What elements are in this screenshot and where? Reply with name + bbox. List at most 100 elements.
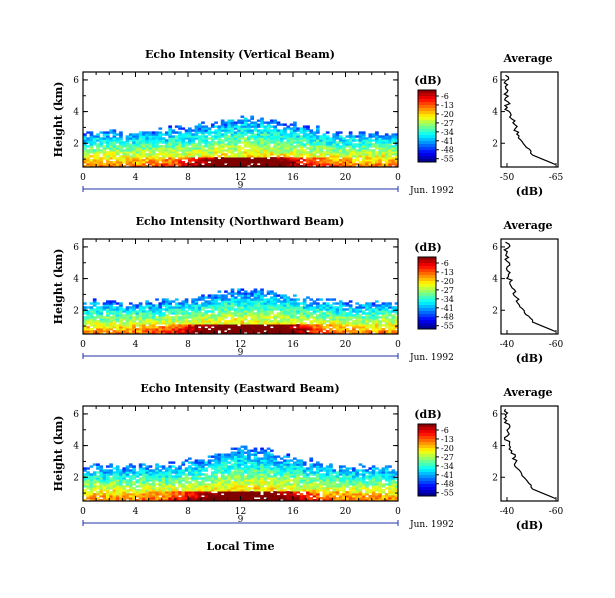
heatmap-cell xyxy=(220,481,225,484)
heatmap-cell xyxy=(309,302,314,305)
heatmap-cell xyxy=(155,489,159,492)
heatmap-cell xyxy=(263,135,268,138)
heatmap-cell xyxy=(332,469,337,472)
heatmap-cell xyxy=(204,479,209,482)
heatmap-cell xyxy=(224,149,228,152)
heatmap-cell xyxy=(345,491,350,494)
heatmap-cell xyxy=(142,332,146,335)
heatmap-cell xyxy=(99,326,104,329)
heatmap-cell xyxy=(145,139,150,142)
heatmap-cell xyxy=(365,312,369,315)
heatmap-cell xyxy=(243,479,248,482)
heatmap-cell xyxy=(319,477,323,480)
heatmap-cell xyxy=(171,489,176,492)
heatmap-cell xyxy=(256,457,261,460)
heatmap-cell xyxy=(302,471,307,474)
heatmap-cell xyxy=(165,316,169,319)
heatmap-cell xyxy=(217,302,222,305)
heatmap-cell xyxy=(276,139,281,142)
heatmap-cell xyxy=(89,491,94,494)
heatmap-cell xyxy=(230,292,235,295)
heatmap-cell xyxy=(224,322,228,325)
heatmap-cell xyxy=(105,473,110,476)
heatmap-cell xyxy=(83,139,87,142)
heatmap-cell xyxy=(329,318,333,321)
heatmap-cell xyxy=(263,302,268,305)
heatmap-cell xyxy=(204,469,209,472)
heatmap-cell xyxy=(214,322,218,325)
heatmap-cell xyxy=(256,300,261,303)
heatmap-cell xyxy=(237,473,241,476)
heatmap-cell xyxy=(365,143,369,146)
heatmap-cell xyxy=(142,324,146,327)
heatmap-cell xyxy=(148,318,153,321)
heatmap-cell xyxy=(184,157,189,160)
heatmap-cell xyxy=(119,159,123,162)
heatmap-cell xyxy=(315,477,320,480)
heatmap-cell xyxy=(148,487,153,490)
heatmap-cell xyxy=(217,139,222,142)
heatmap-cell xyxy=(119,471,123,474)
heatmap-cell xyxy=(142,481,146,484)
heatmap-cell xyxy=(266,461,271,464)
heatmap-cell xyxy=(224,457,228,460)
heatmap-cell xyxy=(345,497,350,500)
heatmap-cell xyxy=(191,298,195,301)
heatmap-cell xyxy=(184,491,189,494)
heatmap-cell xyxy=(184,163,189,166)
heatmap-cell xyxy=(142,326,146,329)
heatmap-cell xyxy=(358,314,363,317)
heatmap-cell xyxy=(119,485,123,488)
heatmap-cell xyxy=(319,489,323,492)
heatmap-cell xyxy=(220,133,225,136)
heatmap-cell xyxy=(181,316,186,319)
heatmap-cell xyxy=(217,453,222,456)
heatmap-cell xyxy=(230,119,235,122)
heatmap-cell xyxy=(247,296,251,299)
heatmap-cell xyxy=(168,320,172,323)
heatmap-cell xyxy=(388,330,392,333)
heatmap-cell xyxy=(276,473,281,476)
heatmap-cell xyxy=(240,300,245,303)
heatmap-cell xyxy=(322,322,327,325)
heatmap-cell xyxy=(184,499,189,502)
heatmap-cell xyxy=(224,328,228,331)
heatmap-cell xyxy=(342,153,346,156)
heatmap-cell xyxy=(151,324,156,327)
heatmap-cell xyxy=(207,316,212,319)
heatmap-cell xyxy=(217,165,222,168)
heatmap-cell xyxy=(329,493,333,496)
heatmap-cell xyxy=(201,477,205,480)
heatmap-cell xyxy=(122,491,127,494)
heatmap-cell xyxy=(89,332,94,335)
heatmap-cell xyxy=(266,308,271,311)
heatmap-cell xyxy=(92,161,97,164)
heatmap-cell xyxy=(365,324,369,327)
heatmap-cell xyxy=(260,477,264,480)
heatmap-cell xyxy=(220,294,225,297)
heatmap-cell xyxy=(178,137,182,140)
heatmap-cell xyxy=(128,314,133,317)
heatmap-cell xyxy=(260,296,264,299)
heatmap-cell xyxy=(279,330,284,333)
heatmap-cell xyxy=(96,324,100,327)
heatmap-cell xyxy=(394,163,399,166)
heatmap-cell xyxy=(299,320,304,323)
heatmap-cell xyxy=(168,137,172,140)
heatmap-cell xyxy=(204,159,209,162)
heatmap-cell xyxy=(240,310,245,313)
heatmap-cell xyxy=(99,151,104,154)
heatmap-cell xyxy=(302,322,307,325)
heatmap-cell xyxy=(352,165,356,168)
heatmap-cell xyxy=(181,499,186,502)
heatmap-cell xyxy=(115,471,120,474)
heatmap-cell xyxy=(338,489,343,492)
heatmap-cell xyxy=(119,149,123,152)
heatmap-cell xyxy=(253,322,258,325)
heatmap-cell xyxy=(224,491,228,494)
heatmap-cell xyxy=(250,312,255,315)
heatmap-cell xyxy=(191,479,195,482)
heatmap-cell xyxy=(99,328,104,331)
heatmap-cell xyxy=(345,467,350,470)
heatmap-cell xyxy=(109,316,113,319)
